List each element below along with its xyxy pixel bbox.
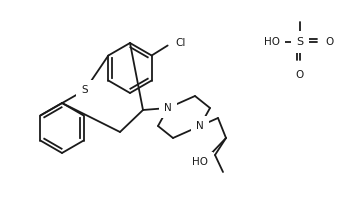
Text: N: N [164, 103, 172, 113]
Text: HO: HO [192, 157, 208, 167]
Text: HO: HO [264, 37, 280, 47]
Text: O: O [296, 70, 304, 80]
Text: N: N [196, 121, 204, 131]
Text: Cl: Cl [176, 38, 186, 48]
Text: S: S [296, 37, 304, 47]
Text: S: S [82, 85, 88, 95]
Text: O: O [325, 37, 333, 47]
